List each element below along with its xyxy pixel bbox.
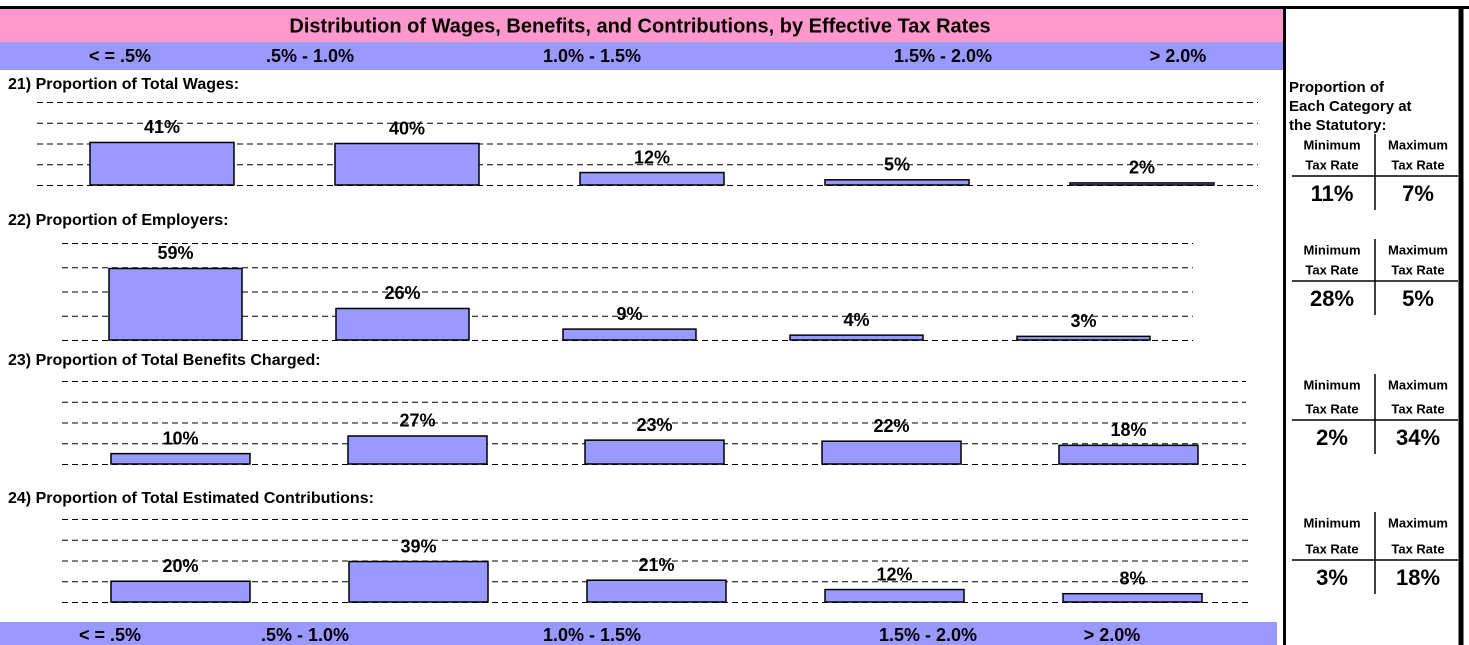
max-label: Tax Rate — [1391, 157, 1444, 172]
data-label: 8% — [1119, 568, 1145, 588]
bar — [89, 141, 235, 186]
bar — [1016, 335, 1151, 341]
bar — [562, 328, 697, 341]
data-label: 39% — [400, 536, 436, 556]
band-label: .5% - 1.0% — [266, 46, 354, 66]
max-label: Tax Rate — [1391, 541, 1444, 556]
bar — [579, 171, 725, 186]
chart-title: 21) Proportion of Total Wages: — [8, 76, 239, 93]
band-label: > 2.0% — [1084, 625, 1141, 645]
min-label: Minimum — [1303, 377, 1360, 392]
panel-title: the Statutory: — [1289, 117, 1387, 134]
data-label: 26% — [384, 283, 420, 303]
band-label: 1.0% - 1.5% — [543, 625, 641, 645]
chart-title: 22) Proportion of Employers: — [8, 212, 228, 229]
chart-title: 24) Proportion of Total Estimated Contri… — [8, 490, 374, 507]
bar — [586, 579, 727, 603]
data-label: 59% — [157, 243, 193, 263]
min-label: Minimum — [1303, 515, 1360, 530]
band-label: > 2.0% — [1150, 46, 1207, 66]
bar — [335, 307, 470, 341]
page-title: Distribution of Wages, Benefits, and Con… — [289, 15, 990, 37]
band-label: 1.5% - 2.0% — [879, 625, 977, 645]
min-label: Tax Rate — [1305, 541, 1358, 556]
data-label: 21% — [638, 555, 674, 575]
band-label: < = .5% — [89, 46, 151, 66]
min-label: Minimum — [1303, 137, 1360, 152]
data-label: 12% — [634, 147, 670, 167]
title-bar — [0, 9, 1283, 42]
panel-title: Proportion of — [1289, 79, 1385, 96]
bar — [334, 142, 480, 186]
max-label: Tax Rate — [1391, 401, 1444, 416]
max-label: Tax Rate — [1391, 262, 1444, 277]
bar — [824, 588, 965, 603]
band-label: .5% - 1.0% — [261, 625, 349, 645]
band-label: < = .5% — [79, 625, 141, 645]
data-label: 23% — [636, 415, 672, 435]
data-label: 20% — [162, 556, 198, 576]
bar — [1069, 182, 1215, 186]
data-label: 27% — [399, 411, 435, 431]
max-label: Maximum — [1388, 137, 1448, 152]
bar — [789, 334, 924, 341]
data-label: 10% — [162, 428, 198, 448]
bar — [584, 439, 725, 465]
data-label: 5% — [884, 155, 910, 175]
panel-title: Each Category at — [1289, 98, 1412, 115]
top-band — [0, 42, 1283, 70]
min-label: Tax Rate — [1305, 262, 1358, 277]
data-label: 40% — [389, 118, 425, 138]
min-value: 28% — [1310, 286, 1354, 311]
min-value: 11% — [1311, 181, 1354, 206]
bar — [824, 179, 970, 186]
band-label: 1.5% - 2.0% — [894, 46, 992, 66]
bar — [108, 267, 243, 341]
data-label: 9% — [616, 304, 642, 324]
max-label: Maximum — [1388, 242, 1448, 257]
min-label: Tax Rate — [1305, 401, 1358, 416]
data-label: 41% — [144, 117, 180, 137]
min-value: 3% — [1316, 565, 1348, 590]
max-value: 7% — [1402, 181, 1434, 206]
bar — [348, 560, 489, 603]
max-label: Maximum — [1388, 377, 1448, 392]
bar — [1062, 592, 1203, 603]
bar — [821, 440, 962, 465]
min-label: Minimum — [1303, 242, 1360, 257]
data-label: 12% — [876, 564, 912, 584]
min-label: Tax Rate — [1305, 157, 1358, 172]
data-label: 18% — [1110, 420, 1146, 440]
bar — [110, 452, 251, 465]
data-label: 2% — [1129, 158, 1155, 178]
data-label: 4% — [843, 310, 869, 330]
bottom-band — [0, 622, 1277, 645]
min-value: 2% — [1316, 425, 1348, 450]
data-label: 22% — [873, 416, 909, 436]
max-value: 18% — [1396, 565, 1440, 590]
band-label: 1.0% - 1.5% — [543, 46, 641, 66]
max-value: 34% — [1396, 425, 1440, 450]
bar — [1058, 444, 1199, 465]
bar — [347, 435, 488, 465]
bar — [110, 580, 251, 603]
max-value: 5% — [1402, 286, 1434, 311]
data-label: 3% — [1070, 311, 1096, 331]
max-label: Maximum — [1388, 515, 1448, 530]
chart-title: 23) Proportion of Total Benefits Charged… — [8, 352, 321, 369]
